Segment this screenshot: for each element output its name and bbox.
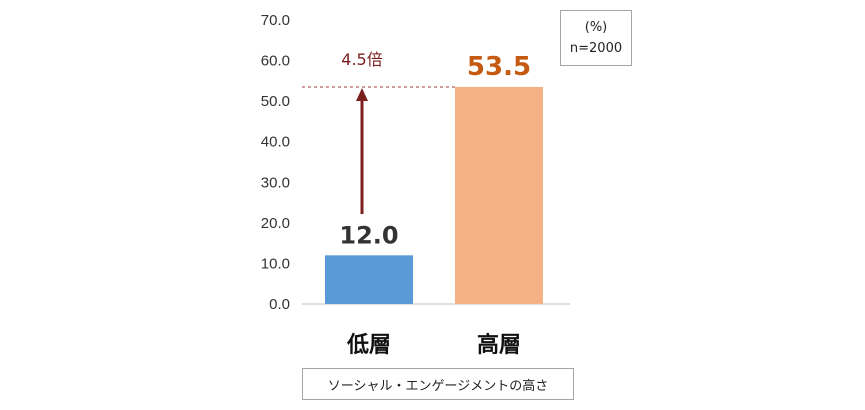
y-tick-label: 20.0	[261, 215, 290, 232]
x-axis-title-text: ソーシャル・エンゲージメントの高さ	[327, 378, 549, 394]
sample-size-note: n=2000	[569, 41, 623, 56]
y-tick-label: 50.0	[261, 93, 290, 110]
y-tick-label: 10.0	[261, 255, 290, 272]
increase-arrow-head	[356, 87, 368, 101]
note-box: (%) n=2000	[560, 10, 632, 66]
x-axis-title: ソーシャル・エンゲージメントの高さ	[302, 368, 574, 400]
y-tick-label: 40.0	[261, 134, 290, 151]
y-tick-label: 60.0	[261, 53, 290, 70]
value-label-low: 12.0	[339, 221, 398, 249]
category-label-low: 低層	[346, 333, 391, 358]
ratio-annotation: 4.5倍	[341, 50, 382, 69]
y-axis-ticks: 0.0 10.0 20.0 30.0 40.0 50.0 60.0 70.0	[261, 12, 290, 313]
y-tick-label: 0.0	[269, 296, 290, 313]
value-label-high: 53.5	[467, 52, 531, 82]
y-tick-label: 70.0	[261, 12, 290, 29]
unit-note: (%)	[584, 20, 608, 35]
value-labels: 12.0 53.5	[339, 52, 531, 249]
category-label-high: 高層	[477, 332, 521, 358]
category-labels: 低層 高層	[346, 332, 521, 358]
bar-low	[325, 255, 413, 304]
y-tick-label: 30.0	[261, 174, 290, 191]
bar-high	[455, 86, 543, 304]
bars	[325, 86, 543, 304]
